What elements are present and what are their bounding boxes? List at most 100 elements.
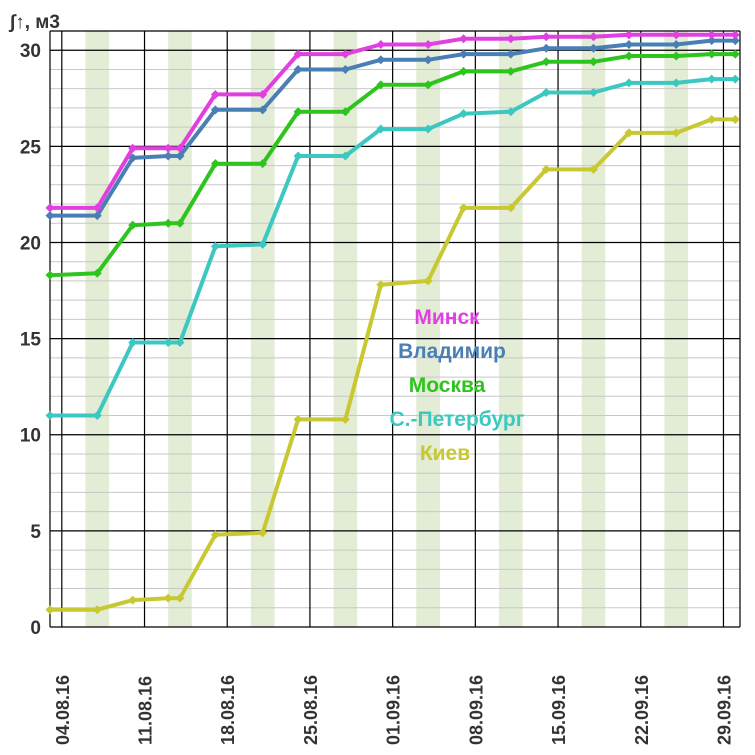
data-point — [210, 105, 220, 115]
data-point — [128, 143, 138, 153]
data-point — [175, 337, 185, 347]
series-lines — [45, 30, 740, 615]
data-point — [730, 49, 740, 59]
x-tick-labels: 04.08.16 11.08.16 18.08.16 25.08.16 01.09.16… — [53, 675, 735, 745]
data-point — [163, 151, 173, 161]
data-point — [588, 43, 598, 53]
data-point — [258, 89, 268, 99]
data-point — [588, 164, 598, 174]
legend-entry: Москва — [409, 374, 486, 397]
y-tick-label: 5 — [30, 522, 41, 543]
data-point — [506, 49, 516, 59]
weekend-band — [416, 31, 440, 627]
data-point — [45, 203, 55, 213]
data-point — [423, 39, 433, 49]
data-point — [340, 64, 350, 74]
weekend-band — [581, 31, 606, 627]
data-point — [210, 89, 220, 99]
weekend-band — [250, 31, 275, 627]
data-point — [624, 51, 634, 61]
data-point — [506, 203, 516, 213]
data-point — [624, 128, 634, 138]
data-point — [671, 39, 681, 49]
data-point — [163, 337, 173, 347]
data-point — [423, 124, 433, 134]
data-point — [258, 105, 268, 115]
data-point — [293, 107, 303, 117]
data-point — [541, 164, 551, 174]
data-point — [541, 32, 551, 42]
data-point — [175, 151, 185, 161]
data-point — [175, 218, 185, 228]
x-tick-label: 01.09.16 — [384, 675, 404, 745]
data-point — [293, 64, 303, 74]
data-point — [730, 114, 740, 124]
data-point — [45, 211, 55, 221]
vertical-gridlines — [49, 31, 741, 627]
x-tick-label: 29.09.16 — [714, 675, 734, 745]
data-point — [707, 114, 717, 124]
data-point — [293, 49, 303, 59]
data-point — [707, 30, 717, 40]
data-point — [459, 203, 469, 213]
data-point — [459, 66, 469, 76]
data-point — [210, 530, 220, 540]
legend: Минск Владимир Москва С.-Петербург Киев — [390, 306, 525, 465]
data-point — [730, 74, 740, 84]
legend-entry: Киев — [420, 442, 470, 465]
data-point — [588, 32, 598, 42]
y-tick-label: 20 — [20, 233, 41, 254]
data-point — [376, 39, 386, 49]
x-tick-label: 25.08.16 — [301, 675, 321, 745]
data-point — [541, 57, 551, 67]
data-point — [671, 51, 681, 61]
data-point — [92, 268, 102, 278]
x-tick-label: 08.09.16 — [466, 675, 486, 745]
data-point — [340, 414, 350, 424]
data-point — [340, 107, 350, 117]
data-point — [541, 43, 551, 53]
data-point — [506, 66, 516, 76]
data-point — [45, 411, 55, 421]
data-point — [707, 49, 717, 59]
x-tick-label: 22.09.16 — [632, 675, 652, 745]
data-point — [128, 595, 138, 605]
data-point — [376, 124, 386, 134]
data-point — [258, 528, 268, 538]
data-point — [506, 107, 516, 117]
y-tick-label: 15 — [20, 330, 42, 351]
weekend-bands — [85, 31, 689, 627]
data-point — [340, 49, 350, 59]
data-point — [730, 36, 740, 46]
data-point — [423, 276, 433, 286]
data-point — [671, 78, 681, 88]
data-point — [92, 605, 102, 615]
data-point — [588, 57, 598, 67]
data-point — [45, 270, 55, 280]
data-point — [175, 143, 185, 153]
y-tick-labels: 0 5 10 15 20 25 30 — [20, 41, 42, 639]
legend-entry: С.-Петербург — [390, 408, 525, 431]
data-point — [92, 411, 102, 421]
data-point — [128, 337, 138, 347]
data-point — [92, 211, 102, 221]
data-point — [128, 220, 138, 230]
x-tick-label: 04.08.16 — [53, 675, 73, 745]
weekend-band — [333, 31, 358, 627]
data-point — [163, 218, 173, 228]
data-point — [293, 151, 303, 161]
data-point — [459, 34, 469, 44]
data-point — [624, 30, 634, 40]
data-point — [730, 30, 740, 40]
y-tick-label: 0 — [30, 618, 41, 639]
data-point — [423, 55, 433, 65]
data-point — [258, 239, 268, 249]
minor-gridlines — [50, 30, 740, 609]
x-tick-label: 18.08.16 — [218, 675, 238, 745]
data-point — [163, 593, 173, 603]
data-point — [459, 49, 469, 59]
legend-entry: Минск — [414, 306, 480, 329]
data-point — [258, 159, 268, 169]
data-point — [45, 605, 55, 615]
